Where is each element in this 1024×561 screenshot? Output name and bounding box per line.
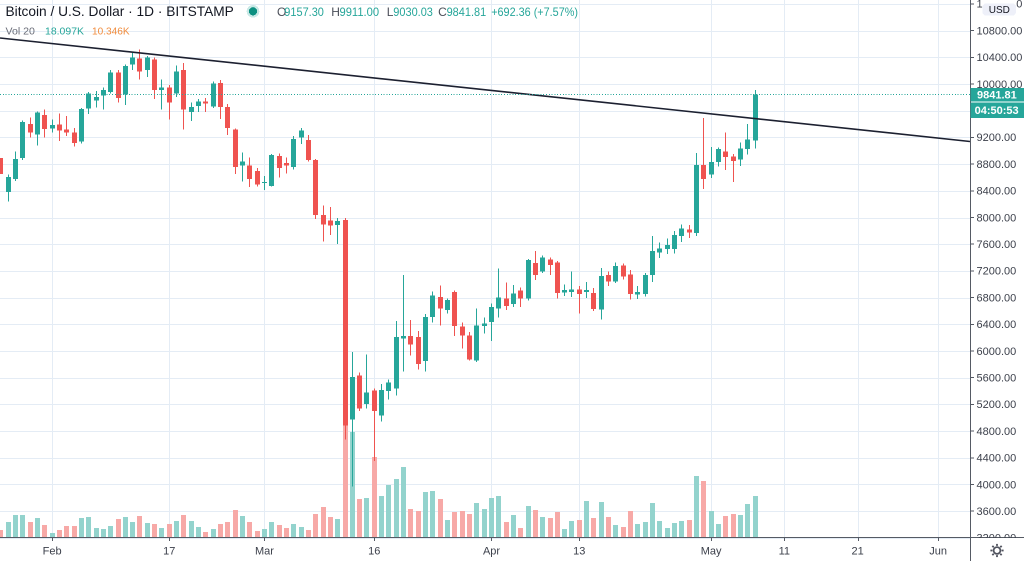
svg-text:+692.36 (+7.57%): +692.36 (+7.57%) (491, 5, 578, 19)
svg-text:USD: USD (989, 5, 1010, 16)
svg-text:10800.00: 10800.00 (977, 25, 1023, 37)
svg-text:Bitcoin / U.S. Dollar · 1D · B: Bitcoin / U.S. Dollar · 1D · BITSTAMP (6, 3, 234, 19)
svg-text:8000.00: 8000.00 (977, 212, 1017, 224)
svg-text:0: 0 (1016, 0, 1022, 11)
svg-text:Jun: Jun (929, 546, 947, 558)
svg-text:6400.00: 6400.00 (977, 319, 1017, 331)
svg-text:11: 11 (779, 546, 790, 558)
svg-text:9030.03: 9030.03 (393, 5, 433, 19)
svg-text:16: 16 (368, 546, 380, 558)
svg-text:13: 13 (573, 546, 585, 558)
svg-text:C: C (438, 5, 447, 19)
svg-text:Mar: Mar (255, 546, 274, 558)
svg-text:9911.00: 9911.00 (340, 5, 380, 19)
svg-text:10400.00: 10400.00 (977, 52, 1023, 64)
svg-text:6000.00: 6000.00 (977, 346, 1017, 358)
svg-text:9157.30: 9157.30 (284, 5, 324, 19)
svg-text:7200.00: 7200.00 (977, 266, 1017, 278)
svg-text:7600.00: 7600.00 (977, 239, 1017, 251)
svg-text:Feb: Feb (43, 546, 62, 558)
svg-text:8800.00: 8800.00 (977, 159, 1017, 171)
svg-text:1: 1 (977, 0, 983, 11)
svg-text:21: 21 (851, 546, 863, 558)
svg-text:L: L (387, 5, 394, 19)
svg-text:5200.00: 5200.00 (977, 399, 1017, 411)
svg-text:Vol 20: Vol 20 (6, 25, 36, 37)
svg-text:8400.00: 8400.00 (977, 186, 1017, 198)
svg-text:Apr: Apr (483, 546, 500, 558)
svg-text:4800.00: 4800.00 (977, 426, 1017, 438)
svg-text:9200.00: 9200.00 (977, 132, 1017, 144)
svg-text:5600.00: 5600.00 (977, 373, 1017, 385)
svg-text:H: H (331, 5, 340, 19)
svg-text:4400.00: 4400.00 (977, 453, 1017, 465)
svg-text:9841.81: 9841.81 (977, 90, 1017, 102)
svg-text:04:50:53: 04:50:53 (975, 105, 1019, 117)
svg-text:17: 17 (163, 546, 175, 558)
svg-text:6800.00: 6800.00 (977, 292, 1017, 304)
svg-text:10.346K: 10.346K (92, 25, 130, 37)
svg-text:18.097K: 18.097K (45, 25, 84, 37)
svg-text:9841.81: 9841.81 (447, 5, 487, 19)
svg-text:May: May (701, 546, 722, 558)
svg-text:O: O (277, 5, 286, 19)
svg-text:4000.00: 4000.00 (977, 479, 1017, 491)
svg-text:3600.00: 3600.00 (977, 506, 1017, 518)
